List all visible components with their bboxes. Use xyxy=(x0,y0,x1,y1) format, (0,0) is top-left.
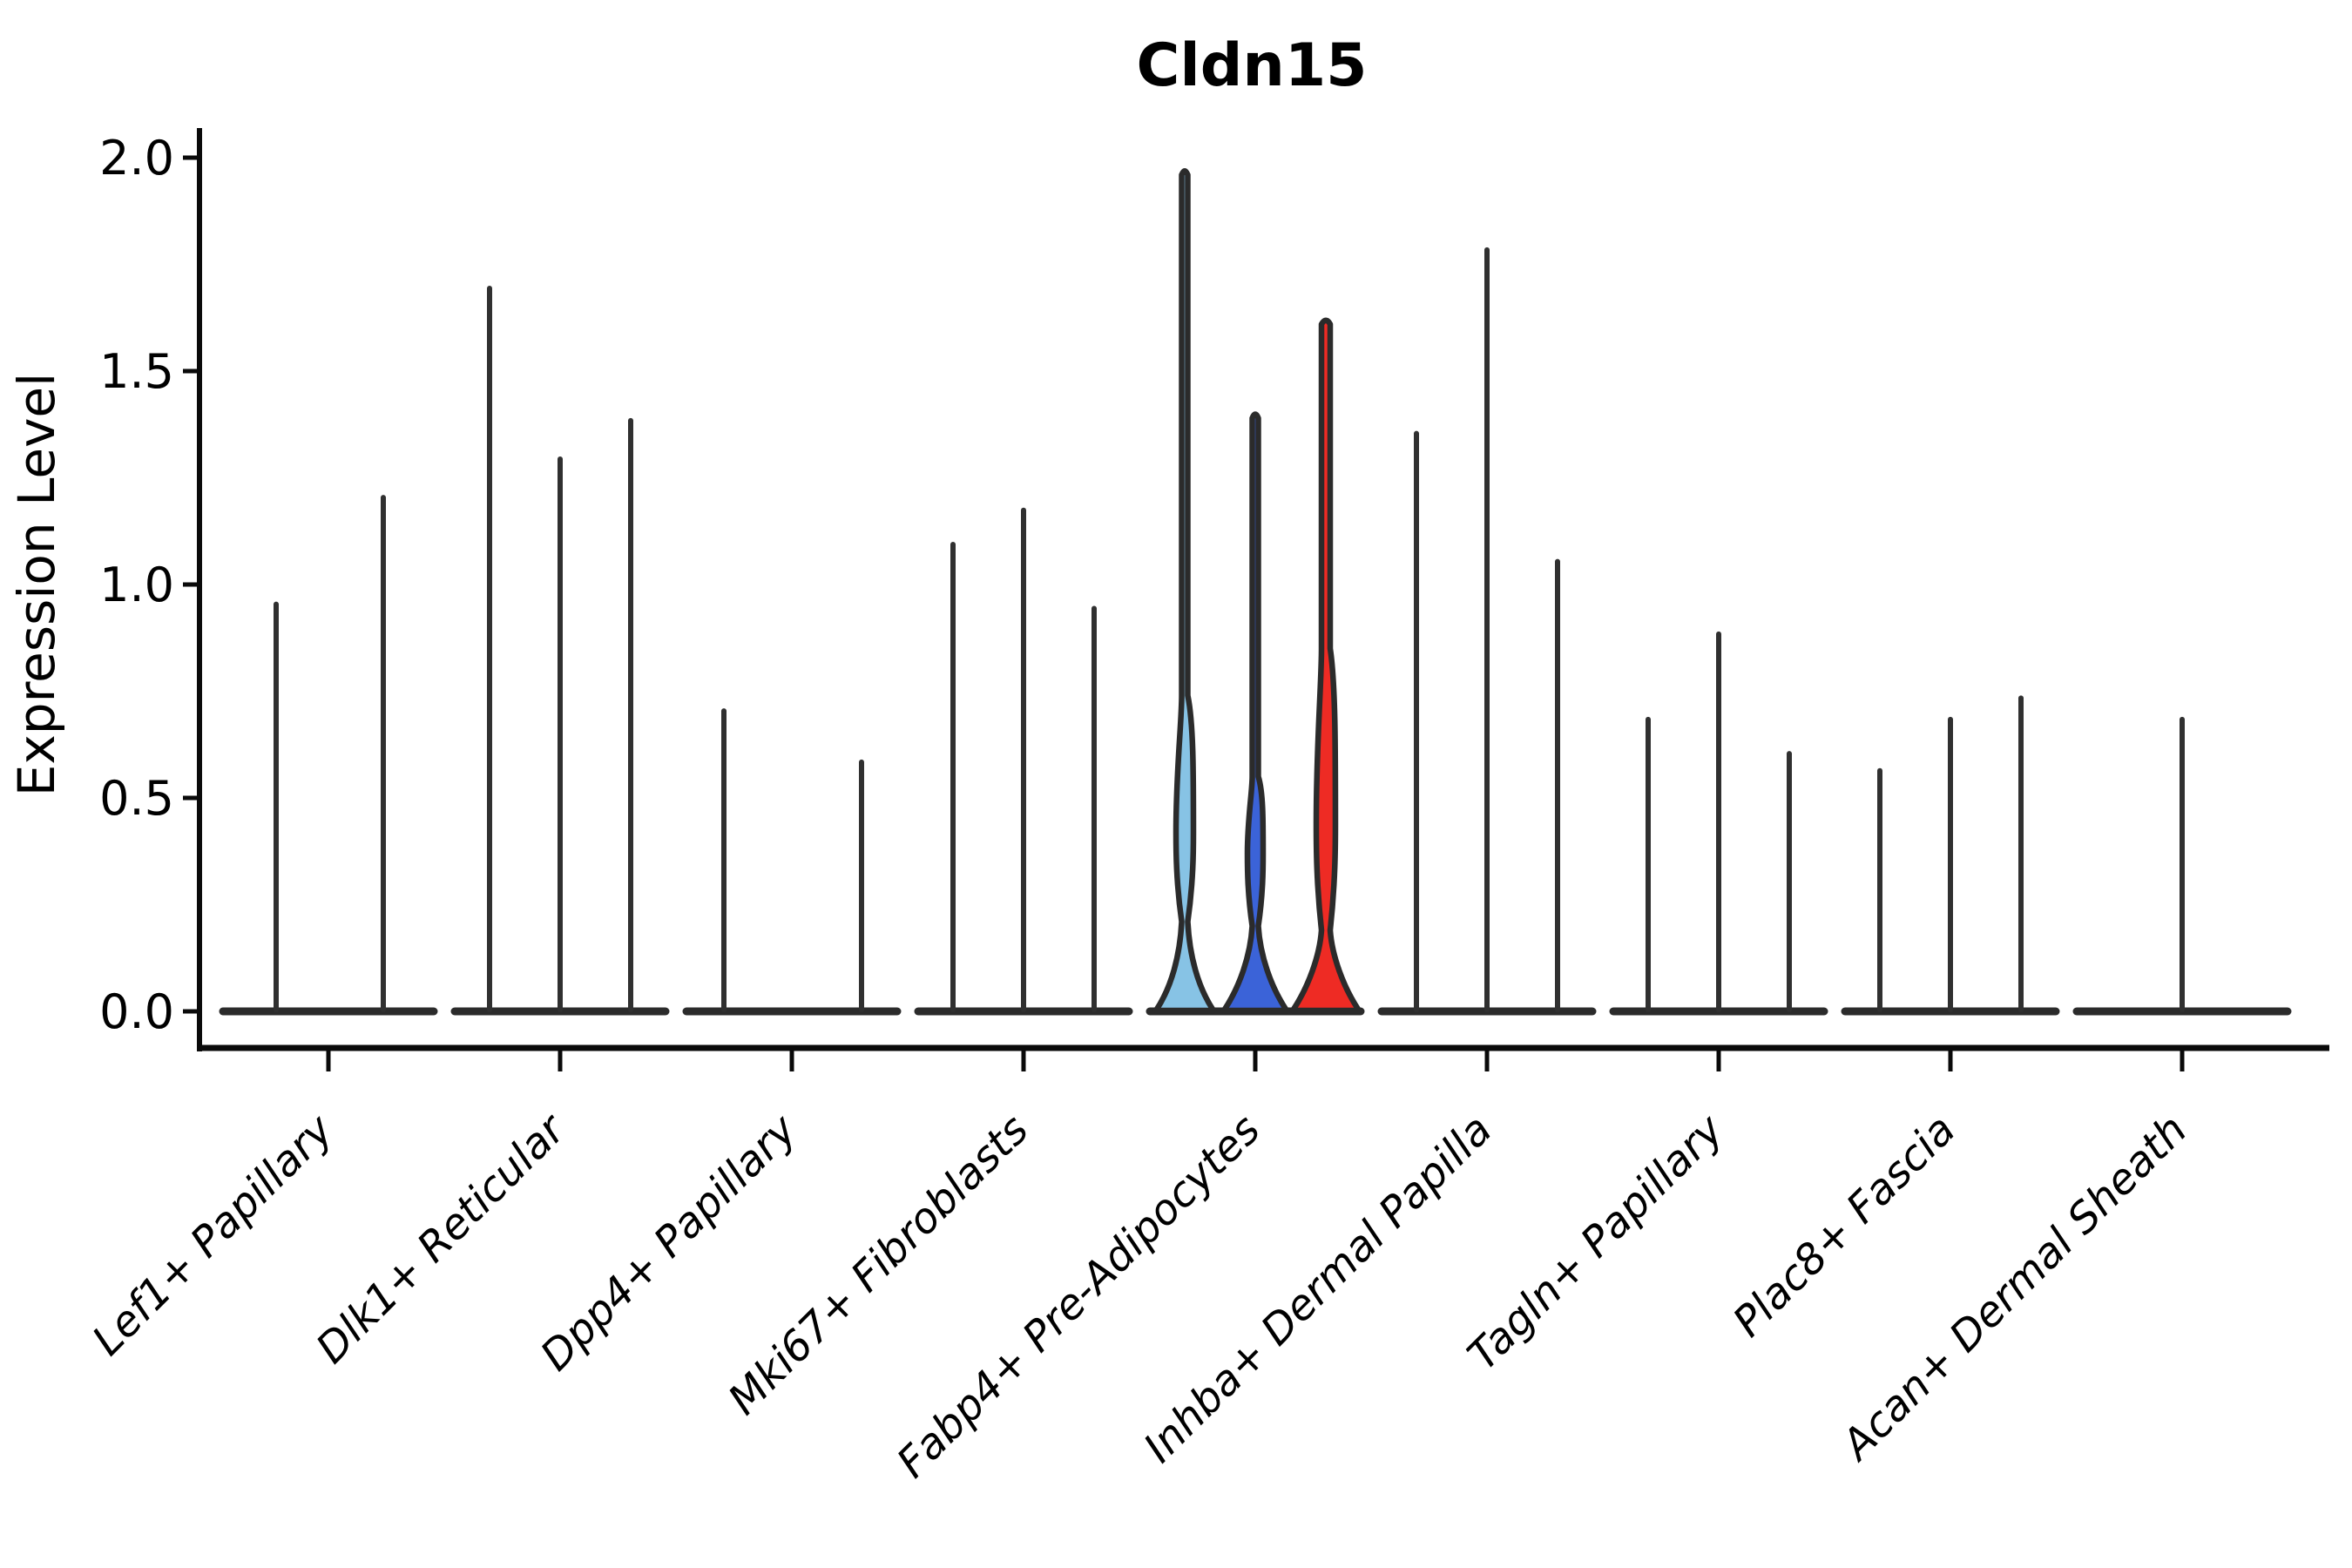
plot-title: Cldn15 xyxy=(1137,31,1368,100)
x-tick-label-7: Plac8+ Fascia xyxy=(1724,1105,1965,1347)
y-tick-label-0: 0.0 xyxy=(99,984,174,1039)
violin-4-1 xyxy=(1220,411,1290,1014)
violin-4-2 xyxy=(1289,317,1362,1014)
x-tick-label-1: Dlk1+ Reticular xyxy=(307,1104,577,1374)
x-tick-label-6: Tagln+ Papillary xyxy=(1458,1105,1734,1380)
y-tick-label-4: 2.0 xyxy=(99,131,174,186)
x-tick-label-2: Dpp4+ Papillary xyxy=(531,1105,807,1380)
y-tick-label-2: 1.0 xyxy=(99,558,174,612)
y-axis-label: Expression Level xyxy=(7,373,66,796)
y-tick-label-1: 0.5 xyxy=(99,771,174,826)
x-tick-label-0: Lef1+ Papillary xyxy=(83,1105,343,1365)
violin-4-0 xyxy=(1152,168,1217,1014)
y-tick-label-3: 1.5 xyxy=(99,344,174,399)
